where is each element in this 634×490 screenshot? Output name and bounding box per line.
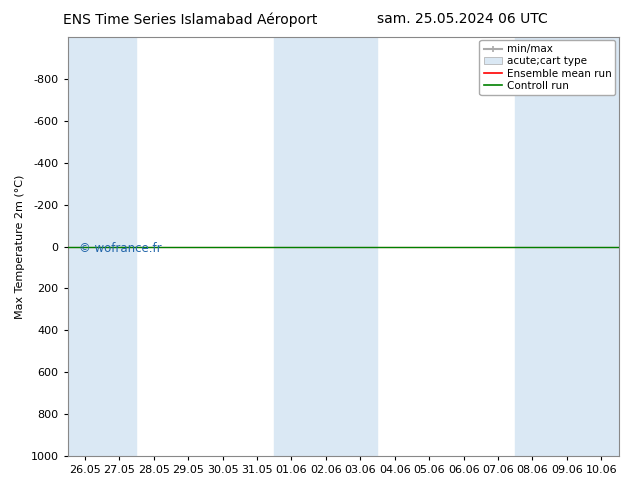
Text: © wofrance.fr: © wofrance.fr <box>79 242 161 255</box>
Bar <box>550 37 584 456</box>
Bar <box>343 37 377 456</box>
Bar <box>309 37 343 456</box>
Text: ENS Time Series Islamabad Aéroport: ENS Time Series Islamabad Aéroport <box>63 12 318 27</box>
Bar <box>102 37 136 456</box>
Text: sam. 25.05.2024 06 UTC: sam. 25.05.2024 06 UTC <box>377 12 548 26</box>
Bar <box>515 37 550 456</box>
Bar <box>584 37 619 456</box>
Y-axis label: Max Temperature 2m (°C): Max Temperature 2m (°C) <box>15 174 25 318</box>
Bar <box>68 37 102 456</box>
Legend: min/max, acute;cart type, Ensemble mean run, Controll run: min/max, acute;cart type, Ensemble mean … <box>479 40 616 95</box>
Bar <box>274 37 309 456</box>
